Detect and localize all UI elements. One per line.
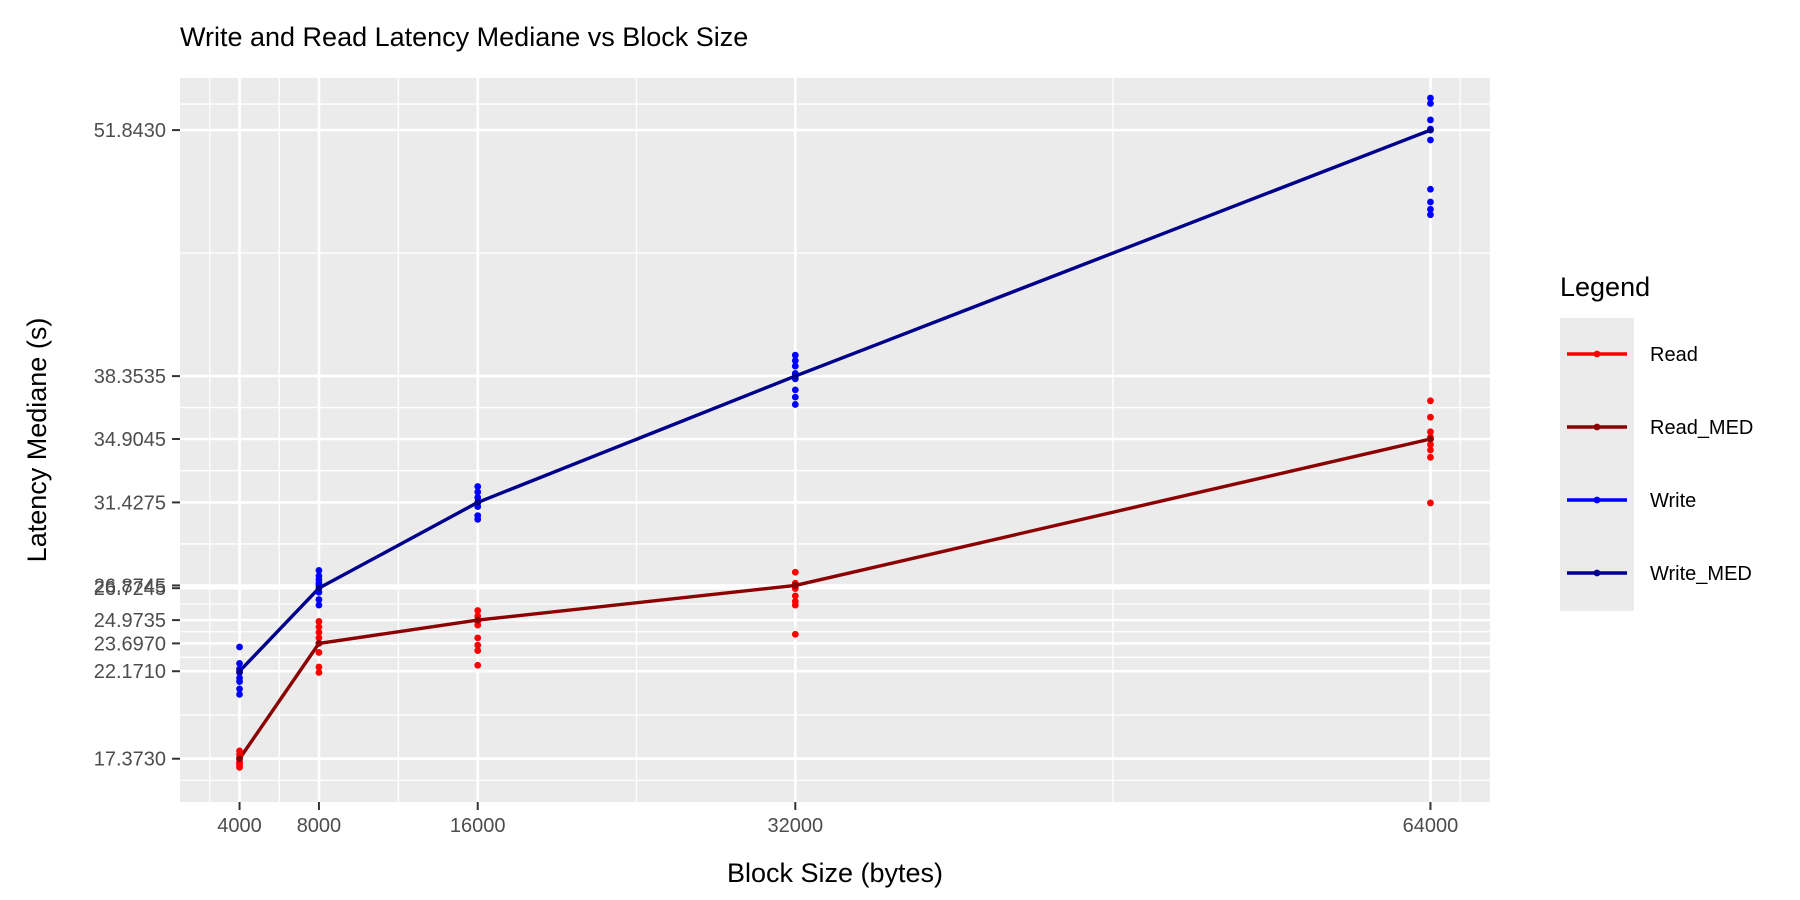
- write-point: [1427, 205, 1434, 213]
- legend-label: Write_MED: [1650, 563, 1752, 585]
- read-med-point: [474, 616, 482, 624]
- legend-key-point: [1593, 423, 1601, 431]
- read-point: [1427, 441, 1434, 448]
- y-tick-label: 51.8430: [94, 120, 166, 142]
- read-point: [791, 630, 799, 638]
- legend-key-point: [1593, 350, 1601, 358]
- write-point: [1427, 136, 1434, 144]
- y-tick-label: 17.3730: [94, 749, 166, 771]
- read-point: [791, 568, 799, 576]
- write-point: [236, 643, 243, 651]
- y-tick-label: 23.6970: [94, 633, 166, 655]
- read-point: [236, 762, 243, 769]
- read-point: [474, 661, 482, 669]
- read-point: [474, 647, 482, 655]
- write-med-point: [791, 372, 799, 380]
- y-tick-label: 22.1710: [94, 661, 166, 683]
- read-point: [315, 618, 323, 625]
- read-point: [791, 592, 799, 600]
- read-point: [474, 621, 482, 629]
- read-point: [315, 663, 323, 671]
- chart-title: Write and Read Latency Mediane vs Block …: [180, 22, 748, 52]
- read-med-point: [236, 755, 243, 763]
- read-med-point: [791, 582, 799, 589]
- write-point: [1427, 185, 1434, 193]
- series-layer: [236, 94, 1434, 771]
- read-point: [236, 747, 243, 755]
- legend-key-background: [1560, 318, 1634, 611]
- write-point: [236, 678, 243, 686]
- y-tick-label: 38.3535: [94, 366, 166, 388]
- write-point: [474, 494, 482, 501]
- y-tick-label: 26.7245: [94, 578, 166, 600]
- write-point: [474, 483, 482, 490]
- legend-key-point: [1593, 569, 1601, 577]
- y-tick-label: 31.4275: [94, 492, 166, 514]
- read-point: [315, 649, 323, 656]
- write-point: [1427, 211, 1434, 219]
- write-point: [791, 386, 799, 394]
- x-axis-title: Block Size (bytes): [727, 858, 943, 888]
- read-point: [1427, 499, 1434, 507]
- write-point: [791, 401, 799, 408]
- legend-label: Read_MED: [1650, 417, 1753, 439]
- write-point: [236, 660, 243, 667]
- legend: Legend Read Read_MED Write Write_MED: [1560, 272, 1753, 611]
- write-point: [1427, 94, 1434, 102]
- x-axis: 4000 8000 16000 32000 64000: [217, 802, 1458, 837]
- write-point: [236, 691, 243, 698]
- write-point: [791, 357, 799, 365]
- read-point: [315, 669, 323, 676]
- write-point: [315, 596, 323, 603]
- write-med-point: [236, 667, 243, 675]
- x-tick-label: 4000: [217, 815, 262, 837]
- read-point: [791, 601, 799, 609]
- read-point: [315, 628, 323, 636]
- legend-label: Write: [1650, 490, 1696, 512]
- write-point: [791, 362, 799, 370]
- write-point: [315, 601, 323, 609]
- grid-minor: [180, 78, 1490, 802]
- read-point: [474, 634, 482, 642]
- read-point: [474, 641, 482, 649]
- read-point: [1427, 453, 1434, 461]
- y-tick-label: 26.8745: [94, 575, 166, 597]
- read-point: [315, 634, 323, 642]
- y-axis-title: Latency Mediane (s): [22, 318, 52, 563]
- write-med-point: [315, 584, 323, 592]
- write-point: [315, 579, 323, 587]
- write-point: [791, 393, 799, 401]
- legend-key-point: [1593, 496, 1601, 504]
- x-tick-label: 8000: [297, 815, 342, 837]
- read-point: [1427, 428, 1434, 436]
- x-tick-label: 16000: [450, 815, 506, 837]
- read-point: [1427, 446, 1434, 454]
- write-med-point: [474, 499, 482, 506]
- read-med-point: [1427, 435, 1434, 443]
- write-point: [315, 566, 323, 574]
- write-point: [1427, 198, 1434, 206]
- read-point: [474, 607, 482, 614]
- y-tick-label: 34.9045: [94, 429, 166, 451]
- x-tick-label: 32000: [767, 815, 823, 837]
- write-point: [236, 685, 243, 693]
- read-point: [1427, 413, 1434, 421]
- legend-items: Read Read_MED Write Write_MED: [1567, 344, 1753, 585]
- write-point: [1427, 100, 1434, 107]
- legend-label: Read: [1650, 344, 1698, 366]
- write-point: [791, 351, 799, 359]
- legend-title: Legend: [1560, 272, 1650, 302]
- read-med-point: [315, 639, 323, 647]
- read-point: [1427, 397, 1434, 405]
- write-point: [1427, 116, 1434, 124]
- write-point: [474, 515, 482, 523]
- write-point: [474, 488, 482, 496]
- read-point: [315, 623, 323, 631]
- write-med-point: [1427, 126, 1434, 134]
- x-tick-label: 64000: [1403, 815, 1459, 837]
- y-tick-label: 24.9735: [94, 610, 166, 632]
